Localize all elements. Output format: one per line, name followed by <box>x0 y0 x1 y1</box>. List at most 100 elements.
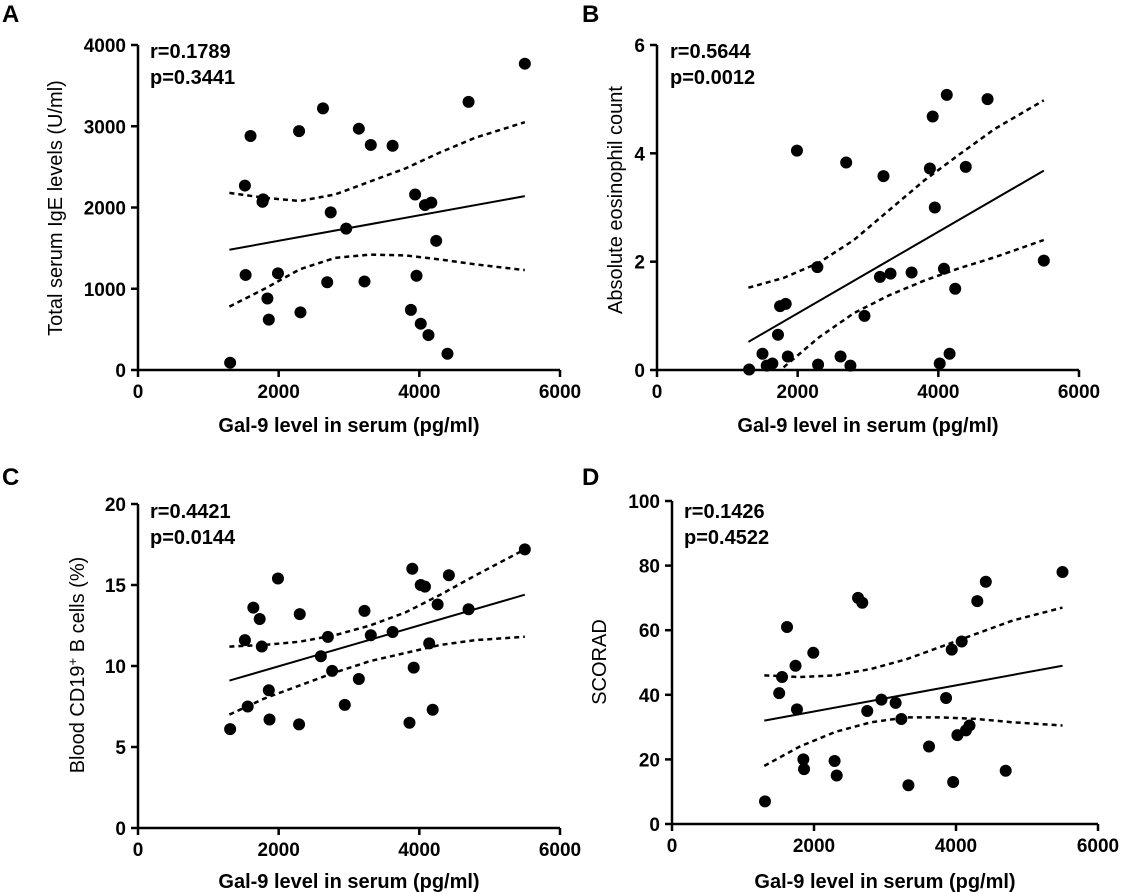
data-point-a-1 <box>224 356 237 369</box>
data-point-a-19 <box>386 139 399 152</box>
data-point-b-21 <box>926 110 939 123</box>
data-point-b-12 <box>834 350 847 363</box>
y-axis-label-c-sup: + <box>65 658 80 666</box>
y-tick-label-d: 0 <box>649 815 660 836</box>
data-point-c-11 <box>293 608 306 621</box>
y-tick-label-c: 20 <box>105 495 126 516</box>
data-point-c-9 <box>271 572 284 585</box>
ci-upper-c <box>229 548 526 648</box>
data-point-a-2 <box>238 179 251 192</box>
data-points-d <box>759 566 1069 808</box>
x-tick-label-d: 6000 <box>1077 836 1119 857</box>
ci-upper-d <box>764 606 1063 679</box>
y-axis-label-c: Blood CD19+ B cells (%) <box>65 557 89 774</box>
data-point-a-8 <box>262 313 275 326</box>
y-tick-label-d: 80 <box>639 557 660 578</box>
data-point-c-5 <box>253 613 266 626</box>
data-point-d-19 <box>923 740 936 753</box>
data-point-c-7 <box>262 684 275 697</box>
data-point-b-23 <box>933 357 946 370</box>
data-points-b <box>743 88 1050 376</box>
data-point-b-19 <box>905 266 918 279</box>
y-axis-label-a: Total serum IgE levels (U/ml) <box>45 80 67 336</box>
confidence-band-d <box>763 606 1063 767</box>
data-point-a-26 <box>425 196 438 209</box>
data-point-d-24 <box>955 635 968 648</box>
x-tick-label-a: 0 <box>133 382 144 403</box>
data-point-a-21 <box>409 188 422 201</box>
x-tick-label-a: 4000 <box>398 382 440 403</box>
ci-upper-b <box>748 99 1045 289</box>
data-point-d-22 <box>947 776 960 789</box>
x-tick-label-c: 6000 <box>539 840 581 861</box>
x-tick-label-d: 2000 <box>793 836 835 857</box>
data-point-d-30 <box>1056 566 1069 579</box>
data-point-d-2 <box>773 687 786 700</box>
data-point-b-16 <box>873 270 886 283</box>
data-point-d-14 <box>861 704 874 717</box>
data-point-d-3 <box>776 671 789 684</box>
data-point-c-13 <box>321 630 334 643</box>
data-point-a-22 <box>410 269 423 282</box>
data-point-a-30 <box>518 57 531 70</box>
ci-lower-c <box>228 635 525 716</box>
data-point-a-18 <box>364 138 377 151</box>
y-axis-d: 0 20 40 60 80 100 <box>628 492 672 836</box>
data-point-c-12 <box>314 650 327 663</box>
data-point-b-30 <box>1037 254 1050 267</box>
data-point-c-22 <box>407 661 420 674</box>
data-point-d-27 <box>971 595 984 608</box>
data-point-b-17 <box>877 170 890 183</box>
fit-line-a <box>229 195 526 251</box>
data-point-d-5 <box>789 659 802 672</box>
x-tick-label-a: 6000 <box>539 382 581 403</box>
ci-lower-b <box>782 238 1045 369</box>
data-point-a-27 <box>430 234 443 247</box>
data-point-b-18 <box>884 267 897 280</box>
data-point-d-17 <box>895 713 908 726</box>
regression-line-a <box>229 195 526 251</box>
data-point-d-20 <box>940 692 953 705</box>
data-point-b-15 <box>858 309 871 322</box>
x-axis-d: 0 2000 4000 6000 <box>667 824 1119 857</box>
data-point-c-10 <box>293 718 306 731</box>
regression-line-b <box>747 169 1045 343</box>
data-point-a-11 <box>294 306 307 319</box>
x-axis-label-d: Gal-9 level in serum (pg/ml) <box>754 871 1015 892</box>
confidence-band-c <box>228 548 526 716</box>
axes-b <box>655 45 1079 372</box>
x-tick-label-d: 4000 <box>935 836 977 857</box>
r-value-a: r=0.1789 <box>150 41 231 63</box>
data-point-b-5 <box>771 328 784 341</box>
data-point-c-2 <box>238 634 251 647</box>
data-point-c-15 <box>338 698 351 711</box>
data-point-c-1 <box>224 723 237 736</box>
data-point-a-16 <box>352 122 365 135</box>
data-point-a-29 <box>462 95 475 108</box>
y-tick-label-b: 0 <box>634 361 645 382</box>
r-value-c: r=0.4421 <box>150 501 231 523</box>
data-point-b-7 <box>779 297 792 310</box>
data-point-b-29 <box>981 93 994 106</box>
data-point-d-15 <box>875 693 888 706</box>
y-tick-label-b: 4 <box>634 144 645 165</box>
data-point-a-10 <box>293 125 306 138</box>
x-axis-label-c: Gal-9 level in serum (pg/ml) <box>218 871 479 892</box>
data-point-b-2 <box>756 347 769 360</box>
data-point-d-13 <box>856 596 869 609</box>
data-point-c-21 <box>406 562 419 575</box>
data-point-c-18 <box>364 629 377 642</box>
axes-c <box>136 504 560 830</box>
x-tick-label-c: 4000 <box>398 840 440 861</box>
data-point-b-25 <box>940 88 953 101</box>
data-point-c-24 <box>418 580 431 593</box>
data-point-c-19 <box>386 625 399 638</box>
x-tick-label-b: 0 <box>652 382 663 403</box>
ci-upper-a <box>229 121 526 203</box>
data-point-c-14 <box>326 664 339 677</box>
data-point-d-8 <box>798 763 811 776</box>
panel-letter-d: D <box>582 464 599 491</box>
data-point-b-11 <box>812 358 825 371</box>
data-point-d-26 <box>963 719 976 732</box>
x-tick-label-b: 4000 <box>917 382 959 403</box>
